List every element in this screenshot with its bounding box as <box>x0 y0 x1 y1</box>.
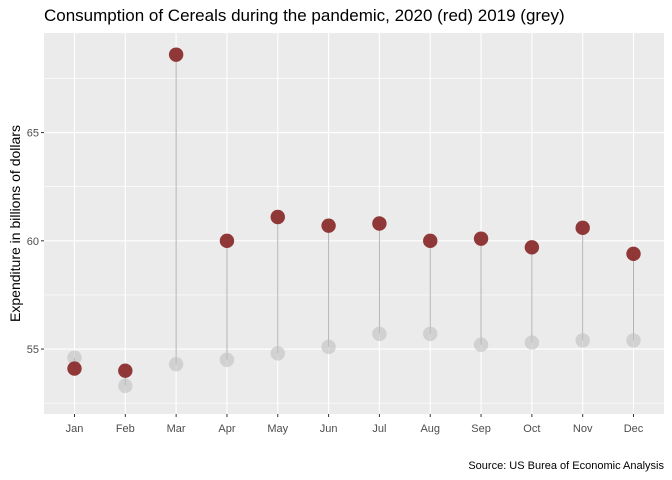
point-2019 <box>168 357 184 372</box>
x-tick-label: Jan <box>66 423 84 435</box>
x-tick-label: Jul <box>372 423 386 435</box>
x-tick-label: Dec <box>624 423 644 435</box>
y-tick-label: 65 <box>27 128 39 140</box>
x-tick-label: Oct <box>523 423 540 435</box>
y-tick-label: 55 <box>27 344 39 356</box>
x-tick-label: Mar <box>167 423 186 435</box>
x-tick-label: Apr <box>218 423 235 435</box>
point-2020 <box>423 233 438 249</box>
point-2020 <box>372 216 387 231</box>
point-2019 <box>524 335 540 350</box>
x-tick-label: May <box>267 423 288 435</box>
point-2019 <box>626 333 641 348</box>
point-2019 <box>118 378 133 394</box>
y-axis-ticks: 55 60 65 <box>27 128 44 356</box>
point-2019 <box>270 346 285 361</box>
point-2019 <box>67 350 82 365</box>
connector-segments <box>73 54 635 386</box>
point-2019 <box>219 352 235 368</box>
x-tick-label: Feb <box>116 423 135 435</box>
minor-gridlines <box>44 78 664 404</box>
point-2020 <box>67 361 82 376</box>
point-2020 <box>118 363 133 378</box>
point-2020 <box>321 218 336 233</box>
point-2019 <box>575 333 590 348</box>
y-tick-label: 60 <box>27 236 39 248</box>
x-axis-ticks: Jan Feb Mar Apr May Jun Jul Aug Sep Oct Nov Dec <box>66 414 644 435</box>
point-2020 <box>219 233 235 249</box>
point-2019 <box>372 326 387 342</box>
y-axis-title: Expenditure in billions of dollars <box>7 125 23 322</box>
data-points <box>67 47 641 394</box>
point-2019 <box>423 326 438 342</box>
point-2020 <box>626 246 641 262</box>
plot-panel <box>44 33 664 414</box>
source-caption: Source: US Burea of Economic Analysis <box>468 460 664 472</box>
x-tick-label: Aug <box>420 423 440 435</box>
x-tick-label: Jun <box>320 423 338 435</box>
chart-title: Consumption of Cereals during the pandem… <box>44 6 565 25</box>
point-2020 <box>473 231 489 246</box>
x-tick-label: Nov <box>573 423 593 435</box>
point-2020 <box>524 240 540 255</box>
point-2019 <box>473 337 489 352</box>
point-2019 <box>321 339 336 355</box>
point-2020 <box>575 220 590 236</box>
x-tick-label: Sep <box>471 423 491 435</box>
point-2020 <box>168 47 184 62</box>
point-2020 <box>270 209 285 225</box>
